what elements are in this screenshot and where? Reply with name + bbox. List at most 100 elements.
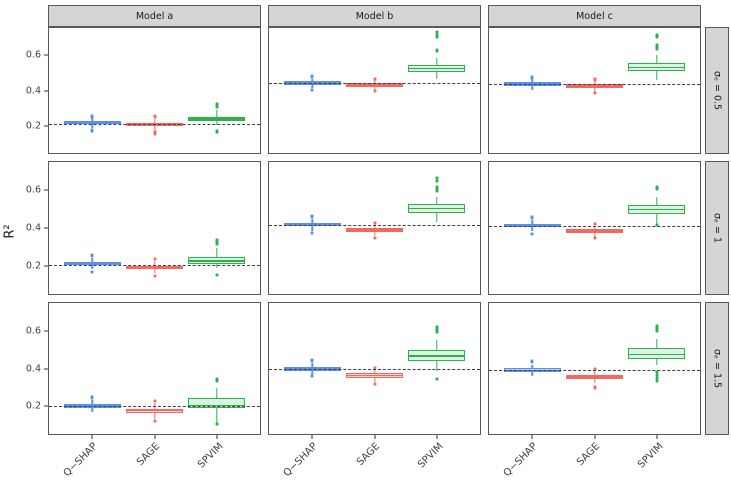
boxplot-median (628, 66, 686, 69)
x-tick-mark (656, 435, 658, 439)
outlier-point (655, 376, 659, 380)
boxplot-median (408, 67, 466, 70)
x-axis-label: SPVIM (635, 441, 666, 471)
y-tick-mark (44, 227, 48, 229)
x-axis-label: Q−SHAP (501, 441, 540, 480)
outlier-point (655, 326, 659, 330)
y-tick-label: 0.2 (25, 400, 41, 412)
x-axis-label: SAGE (355, 441, 383, 469)
y-tick-label: 0.4 (25, 85, 41, 96)
outlier-point (593, 236, 596, 240)
boxplot-median (63, 122, 121, 124)
y-tick-mark (44, 189, 48, 191)
y-tick-label: 0.6 (25, 325, 41, 337)
outlier-point (153, 399, 156, 403)
outlier-point (435, 377, 439, 381)
panel-model-c-sigma-1 (488, 161, 701, 295)
y-tick-mark (44, 330, 48, 332)
outlier-point (310, 358, 314, 362)
outlier-point (373, 77, 376, 81)
facet-strip-model-c: Model c (488, 5, 701, 27)
panel-model-a-sigma-1 (48, 161, 261, 295)
outlier-point (215, 102, 219, 106)
y-tick-label: 0.2 (25, 260, 41, 272)
x-axis-model-c: Q−SHAP SAGE SPVIM (488, 435, 701, 487)
outlier-point (530, 215, 534, 219)
outlier-point (593, 367, 596, 371)
x-tick-mark (436, 435, 438, 439)
boxplot-median (566, 85, 623, 87)
facet-strip-label: Model a (135, 10, 174, 22)
outlier-point (373, 382, 376, 386)
boxplot-median (503, 83, 561, 85)
outlier-point (373, 89, 376, 93)
outlier-point (215, 238, 219, 242)
outlier-point (435, 179, 439, 183)
outlier-point (153, 274, 156, 278)
boxplot-median (408, 354, 466, 357)
x-axis-label: Q−SHAP (281, 441, 320, 480)
panel-model-c-sigma-0.5 (488, 27, 701, 154)
boxplot-median (346, 229, 403, 231)
x-tick-mark (531, 435, 533, 439)
outlier-point (435, 185, 439, 189)
outlier-point (153, 419, 156, 423)
facet-strip-sigma-0.5: σₑ = 0.5 (705, 27, 729, 154)
x-axis-label: SPVIM (415, 441, 446, 471)
outlier-point (310, 374, 314, 378)
outlier-point (215, 130, 219, 134)
outlier-point (215, 242, 219, 246)
outlier-point (435, 48, 439, 52)
outlier-point (435, 30, 439, 34)
outlier-point (530, 359, 534, 363)
boxplot-box-spvim (188, 397, 246, 409)
boxplot-median (628, 353, 686, 356)
y-tick-mark (44, 405, 48, 407)
facet-strip-label: σₑ = 0.5 (711, 70, 723, 111)
outlier-point (593, 222, 596, 226)
outlier-point (655, 324, 659, 328)
outlier-point (655, 373, 659, 377)
outlier-point (530, 232, 534, 236)
outlier-point (655, 47, 659, 51)
outlier-point (373, 221, 376, 225)
outlier-point (373, 236, 376, 240)
panel-model-b-sigma-1 (268, 161, 481, 295)
outlier-point (373, 366, 376, 370)
outlier-point (90, 129, 94, 133)
y-tick-label: 0.6 (25, 184, 41, 196)
y-tick-label: 0.2 (25, 120, 41, 132)
outlier-point (655, 35, 659, 39)
reference-line (489, 370, 700, 372)
boxplot-median (566, 376, 623, 378)
x-tick-mark (154, 435, 155, 439)
y-tick-label: 0.4 (25, 222, 41, 234)
facet-strip-label: Model c (576, 10, 613, 22)
facet-strip-model-a: Model a (48, 5, 261, 27)
outlier-point (90, 270, 94, 274)
boxplot-median (126, 409, 183, 412)
reference-line (489, 226, 700, 228)
y-axis-ticks-row1: 0.2 0.4 0.6 (18, 27, 48, 154)
boxplot-median (126, 266, 183, 269)
outlier-point (593, 77, 596, 81)
outlier-point (310, 231, 314, 235)
outlier-point (90, 114, 94, 118)
x-tick-mark (216, 435, 218, 439)
y-axis-title-text: R² (2, 223, 18, 239)
outlier-point (435, 35, 439, 39)
x-axis-label: SAGE (135, 441, 163, 469)
boxplot-median (566, 229, 623, 232)
y-tick-mark (44, 125, 48, 127)
boxplot-median (628, 208, 686, 211)
x-tick-mark (91, 435, 93, 439)
boxplot-median (346, 84, 403, 86)
outlier-point (435, 176, 439, 180)
facet-strip-label: Model b (355, 10, 394, 22)
outlier-point (153, 257, 156, 261)
y-tick-mark (44, 54, 48, 56)
facet-strip-sigma-1: σₑ = 1 (705, 161, 729, 295)
boxplot-median (283, 82, 341, 84)
outlier-point (215, 240, 219, 244)
